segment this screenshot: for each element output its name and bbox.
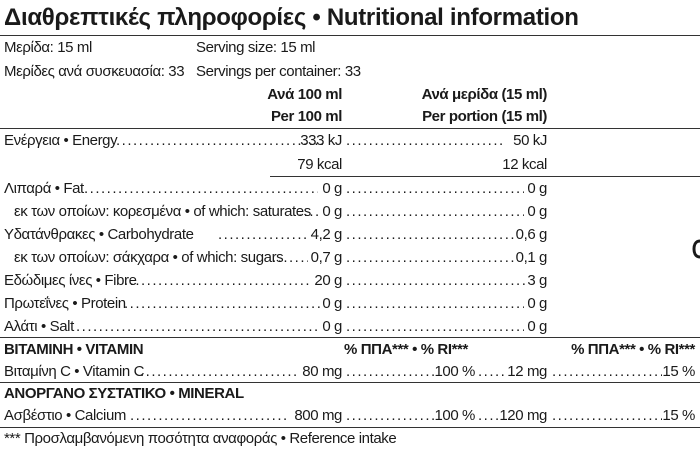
- dot-leader: [346, 131, 502, 150]
- dot-leader: [346, 202, 524, 221]
- nutrient-value-perportion: 0 g: [527, 180, 547, 197]
- dot-leader: [346, 248, 514, 267]
- nutrient-label-fat: Λιπαρά • Fat: [4, 180, 84, 197]
- nutrient-label-carbohydrate: Υδατάνθρακες • Carbohydrate: [4, 226, 194, 243]
- dot-leader: [140, 362, 296, 381]
- dot-leader: [478, 362, 504, 381]
- nutrient-label-fibre: Εδώδιμες ίνες • Fibre: [4, 272, 137, 289]
- ri-header-perportion: % ΠΠΑ*** • % RI***: [571, 341, 695, 358]
- dot-leader: [346, 179, 524, 198]
- macros-divider: [0, 337, 700, 338]
- nutrient-value-perportion: 0,1 g: [515, 249, 548, 266]
- vitamin-c-label: Βιταμίνη C • Vitamin C: [4, 363, 145, 380]
- column-header-per100-gr: Ανά 100 ml: [267, 86, 342, 103]
- dot-leader: [346, 362, 436, 381]
- dot-leader: [130, 406, 286, 425]
- column-header-perportion-en: Per portion (15 ml): [422, 108, 547, 125]
- title-divider: [0, 35, 700, 36]
- calcium-per100: 800 mg: [294, 407, 342, 424]
- vitamin-c-ri-per100: 100 %: [434, 363, 475, 380]
- label-title: Διαθρεπτικές πληροφορίες • Nutritional i…: [4, 4, 579, 31]
- dot-leader: [124, 271, 312, 290]
- energy-divider: [270, 176, 700, 177]
- dot-leader: [84, 179, 318, 198]
- column-header-perportion-gr: Ανά μερίδα (15 ml): [421, 86, 548, 103]
- mineral-divider: [0, 427, 700, 428]
- dot-leader: [552, 362, 662, 381]
- footnote: *** Προσλαμβανόμενη ποσότητα αναφοράς • …: [4, 430, 397, 447]
- vitamin-c-ri-perportion: 15 %: [662, 363, 695, 380]
- dot-leader: [298, 202, 320, 221]
- nutrient-value-perportion: 0 g: [527, 295, 547, 312]
- dot-leader: [76, 317, 320, 336]
- dot-leader: [346, 225, 514, 244]
- nutrient-value-perportion: 0 g: [527, 318, 547, 335]
- calcium-label: Ασβέστιο • Calcium: [4, 407, 126, 424]
- dot-leader: [346, 317, 524, 336]
- column-header-per100-en: Per 100 ml: [270, 108, 342, 125]
- vitamin-c-per100: 80 mg: [302, 363, 342, 380]
- nutrient-value-perportion: 3 g: [527, 272, 547, 289]
- dot-leader: [346, 271, 526, 290]
- nutrient-label-energy: Ενέργεια • Energy: [4, 132, 118, 149]
- serving-size-en: Serving size: 15 ml: [196, 39, 316, 56]
- dot-leader: [218, 225, 310, 244]
- calcium-perportion: 120 mg: [499, 407, 547, 424]
- cropped-glyph-icon: [692, 239, 700, 259]
- nutrient-value-perportion: 0,6 g: [515, 226, 548, 243]
- nutrient-value-per100: 0 g: [322, 295, 342, 312]
- vitamin-c-perportion: 12 mg: [507, 363, 547, 380]
- nutrient-value-per100: 0 g: [322, 203, 342, 220]
- nutrient-value-per100: 79 kcal: [297, 156, 342, 173]
- dot-leader: [116, 131, 326, 150]
- calcium-ri-perportion: 15 %: [662, 407, 695, 424]
- nutrient-value-perportion: 50 kJ: [513, 132, 547, 149]
- servings-per-container-gr: Μερίδες ανά συσκευασία: 33: [4, 63, 185, 80]
- dot-leader: [272, 248, 308, 267]
- nutrient-value-per100: 0,7 g: [310, 249, 343, 266]
- nutrient-label-protein: Πρωτεΐνες • Protein: [4, 295, 126, 312]
- dot-leader: [124, 294, 320, 313]
- nutrient-value-per100: 0 g: [322, 180, 342, 197]
- servings-per-container-en: Servings per container: 33: [196, 63, 361, 80]
- nutrient-label-saturates: εκ των οποίων: κορεσμένα • of which: sat…: [14, 203, 311, 220]
- header-divider: [0, 128, 700, 129]
- vitamin-heading: ΒΙΤΑΜΙΝΗ • VITAMIN: [4, 341, 144, 358]
- dot-leader: [346, 294, 524, 313]
- serving-size-gr: Μερίδα: 15 ml: [4, 39, 92, 56]
- nutrient-value-perportion: 0 g: [527, 203, 547, 220]
- nutrient-value-per100: 4,2 g: [310, 226, 343, 243]
- nutrient-value-per100: 0 g: [322, 318, 342, 335]
- nutrient-label-sugars: εκ των οποίων: σάκχαρα • of which: sugar…: [14, 249, 284, 266]
- nutrient-value-per100: 20 g: [314, 272, 342, 289]
- vitamin-divider: [0, 382, 700, 383]
- ri-header-per100: % ΠΠΑ*** • % RI***: [344, 341, 468, 358]
- calcium-ri-per100: 100 %: [434, 407, 475, 424]
- nutrient-label-salt: Αλάτι • Salt: [4, 318, 74, 335]
- dot-leader: [346, 406, 436, 425]
- nutrient-value-perportion: 12 kcal: [502, 156, 547, 173]
- nutrient-value-per100: 333 kJ: [300, 132, 342, 149]
- mineral-heading: ΑΝΟΡΓΑΝΟ ΣΥΣΤΑΤΙΚΟ • MINERAL: [4, 385, 244, 402]
- dot-leader: [552, 406, 662, 425]
- dot-leader: [478, 406, 498, 425]
